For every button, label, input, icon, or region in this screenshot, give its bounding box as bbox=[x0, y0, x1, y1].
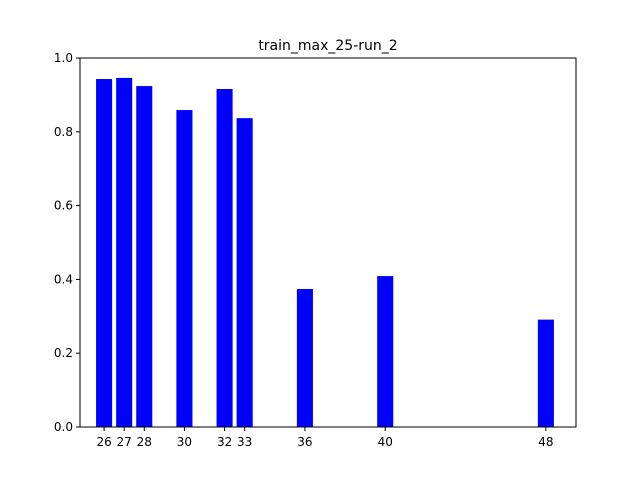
bars-group bbox=[96, 77, 554, 428]
bar-33 bbox=[236, 118, 253, 427]
bar-30 bbox=[176, 110, 193, 428]
bar-40 bbox=[377, 276, 394, 427]
bar-48 bbox=[537, 319, 554, 427]
x-tick-label: 26 bbox=[96, 435, 111, 449]
x-tick-label: 48 bbox=[538, 435, 553, 449]
chart-title: train_max_25-run_2 bbox=[258, 38, 397, 54]
plot-frame bbox=[79, 57, 577, 428]
x-tick-label: 32 bbox=[217, 435, 232, 449]
y-tick-label: 0.8 bbox=[54, 125, 73, 139]
x-tick-label: 27 bbox=[117, 435, 132, 449]
x-tick-label: 30 bbox=[177, 435, 192, 449]
y-tick-label: 0.6 bbox=[54, 199, 73, 213]
bar-26 bbox=[96, 79, 113, 428]
bar-36 bbox=[296, 288, 313, 427]
y-tick-label: 0.0 bbox=[54, 420, 73, 434]
y-tick-label: 0.4 bbox=[54, 272, 73, 286]
y-tick-label: 1.0 bbox=[54, 51, 73, 65]
bar-28 bbox=[136, 86, 153, 427]
bar-32 bbox=[216, 88, 233, 427]
bar-27 bbox=[116, 77, 133, 428]
x-tick-label: 36 bbox=[297, 435, 312, 449]
y-tick-label: 0.2 bbox=[54, 346, 73, 360]
x-tick-label: 33 bbox=[237, 435, 252, 449]
x-tick-label: 40 bbox=[378, 435, 393, 449]
y-axis-ticks: 0.0 0.2 0.4 0.6 0.8 1.0 bbox=[54, 51, 80, 434]
x-tick-label: 28 bbox=[137, 435, 152, 449]
x-axis-ticks: 26 27 28 30 32 33 36 40 48 bbox=[96, 427, 554, 449]
